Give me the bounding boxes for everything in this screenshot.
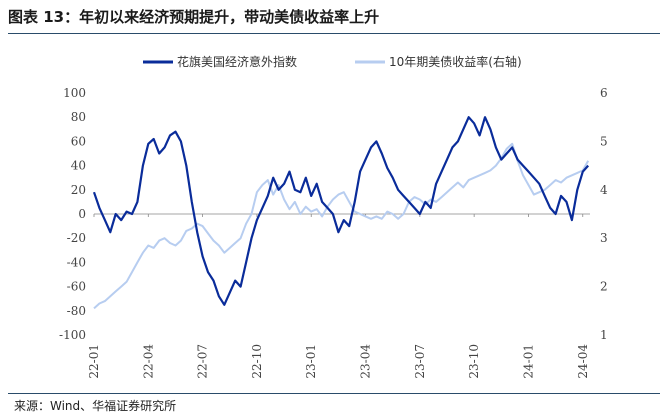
title-divider xyxy=(8,33,660,34)
x-axis: 22-01 22-04 22-07 22-10 23-01 23-04 23-07 23-10… xyxy=(87,213,590,379)
x-tick-label: 24-01 xyxy=(521,344,535,379)
footer-divider xyxy=(8,393,660,394)
x-tick-label: 23-10 xyxy=(467,344,481,379)
chart-title: 图表 13：年初以来经济预期提升，带动美债收益率上升 xyxy=(8,8,380,26)
surprise-index-line xyxy=(92,116,590,306)
left-tick-label: 20 xyxy=(71,183,86,197)
left-tick-label: -80 xyxy=(67,304,86,318)
right-tick-label: 1 xyxy=(600,328,608,342)
x-tick-label: 23-04 xyxy=(359,344,373,379)
left-tick-label: -20 xyxy=(67,231,86,245)
right-tick-label: 2 xyxy=(600,280,608,294)
legend-item-treasury-yield-label: 10年期美债收益率(右轴) xyxy=(389,54,522,69)
legend-item-surprise-index-label: 花旗美国经济意外指数 xyxy=(177,54,297,69)
x-tick-label: 22-04 xyxy=(141,344,155,379)
x-tick-label: 24-04 xyxy=(576,344,590,379)
right-tick-label: 4 xyxy=(600,183,608,197)
right-tick-label: 3 xyxy=(600,231,608,245)
left-axis: 100 80 60 40 20 0 -20 -40 -60 -80 -100 xyxy=(59,86,86,342)
treasury-yield-line xyxy=(93,142,590,310)
left-tick-label: -40 xyxy=(67,255,86,269)
right-tick-label: 6 xyxy=(600,86,608,100)
source-note: 来源：Wind、华福证券研究所 xyxy=(14,399,177,413)
x-tick-label: 22-07 xyxy=(196,344,210,379)
left-tick-label: -100 xyxy=(59,328,86,342)
x-tick-label: 22-10 xyxy=(250,344,264,379)
left-tick-label: 0 xyxy=(78,207,86,221)
right-tick-label: 5 xyxy=(600,134,608,148)
left-tick-label: 60 xyxy=(71,134,86,148)
chart: 花旗美国经济意外指数 10年期美债收益率(右轴) 100 80 60 40 20 0 -20 -… xyxy=(59,54,608,379)
x-tick-label: 22-01 xyxy=(87,344,101,379)
right-axis: 6 5 4 3 2 1 xyxy=(600,86,608,342)
x-tick-label: 23-01 xyxy=(304,344,318,379)
left-tick-label: 80 xyxy=(71,110,86,124)
legend: 花旗美国经济意外指数 10年期美债收益率(右轴) xyxy=(143,54,522,69)
left-tick-label: -60 xyxy=(67,280,86,294)
left-tick-label: 100 xyxy=(63,86,86,100)
left-tick-label: 40 xyxy=(71,159,86,173)
x-tick-label: 23-07 xyxy=(413,344,427,379)
series-layer xyxy=(92,116,590,310)
